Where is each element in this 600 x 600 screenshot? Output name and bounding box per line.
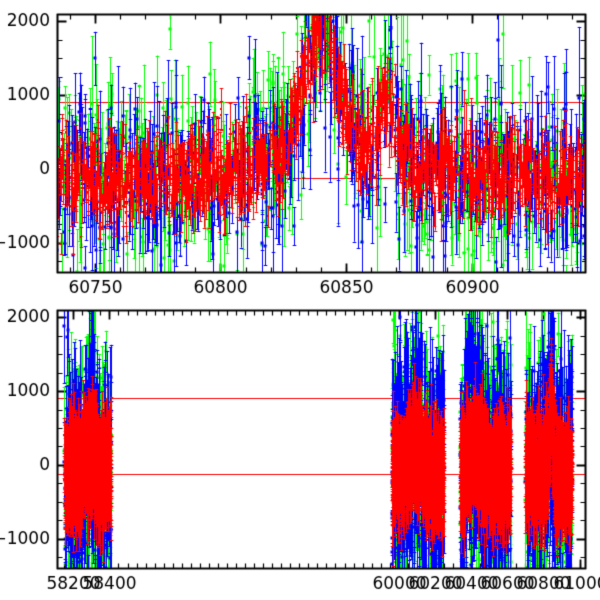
light-curve-plot: [0, 0, 600, 600]
figure-container: 60750 60800 60850 60900 -1000 0 1000 200…: [0, 0, 600, 600]
